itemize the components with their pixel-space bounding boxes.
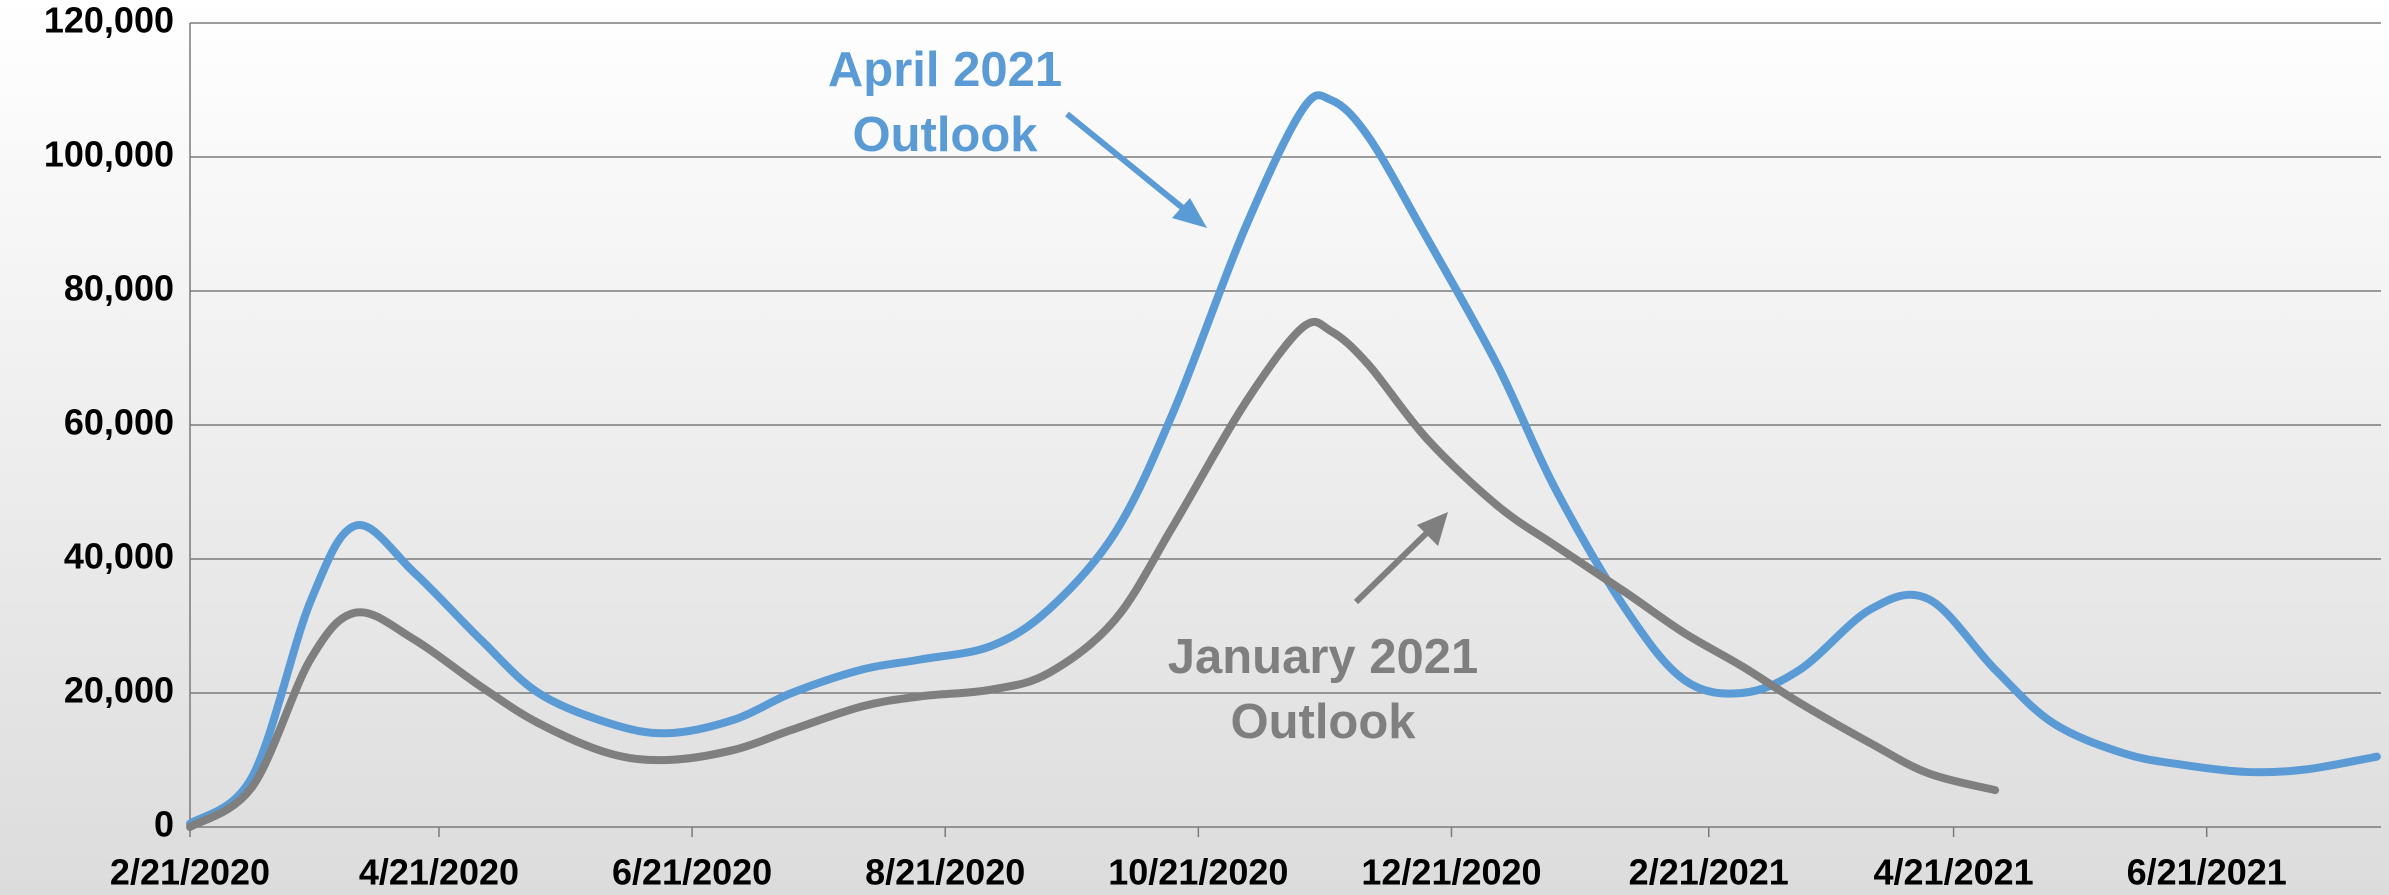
y-tick-label: 80,000	[64, 268, 174, 309]
annotation: Outlook	[1230, 695, 1416, 749]
y-tick-label: 20,000	[64, 670, 174, 711]
arrow	[1065, 111, 1202, 225]
x-tick-label: 6/21/2020	[612, 852, 772, 893]
series-line	[186, 91, 2381, 828]
x-tick-label: 2/21/2021	[1629, 852, 1789, 893]
arrow-head	[1172, 198, 1207, 228]
y-tick-label: 100,000	[44, 134, 174, 175]
series-line	[186, 317, 2000, 831]
x-tick-label: 6/21/2021	[2127, 852, 2287, 893]
x-tick-label: 2/21/2020	[110, 852, 270, 893]
x-tick-label: 8/21/2020	[865, 852, 1025, 893]
x-tick-label: 4/21/2021	[1874, 852, 2034, 893]
x-tick-label: 4/21/2020	[359, 852, 519, 893]
y-tick-label: 0	[154, 804, 174, 845]
annotation: January 2021	[1168, 630, 1479, 684]
y-tick-label: 40,000	[64, 536, 174, 577]
y-tick-label: 120,000	[44, 0, 174, 41]
y-tick-label: 60,000	[64, 402, 174, 443]
x-tick-label: 12/21/2020	[1361, 852, 1541, 893]
arrow-head	[1417, 512, 1448, 546]
annotation: April 2021	[828, 43, 1062, 97]
annotation: Outlook	[852, 108, 1038, 162]
x-tick-label: 10/21/2020	[1108, 852, 1288, 893]
